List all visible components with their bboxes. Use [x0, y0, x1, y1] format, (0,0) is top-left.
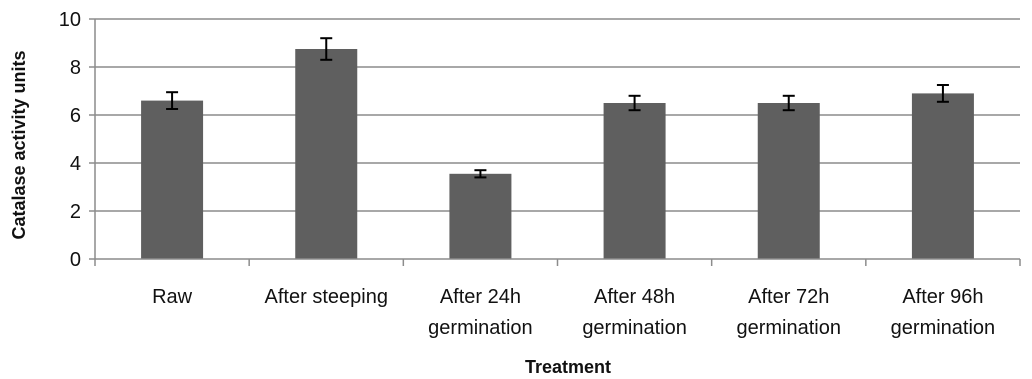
x-category-label: After 72h: [748, 286, 829, 308]
x-category-label: After steeping: [265, 286, 388, 308]
error-bar: [166, 91, 179, 110]
y-tick-labels: 0 2 4 6 8 10: [59, 9, 81, 271]
x-category-label: After 48h: [594, 286, 675, 308]
y-tick-label: 8: [70, 57, 81, 79]
x-axis-title: Treatment: [525, 357, 611, 377]
y-tick-label: 10: [59, 9, 81, 31]
bar: [141, 100, 204, 259]
y-tick-label: 0: [70, 249, 81, 271]
x-category-label: germination: [736, 317, 841, 339]
x-category-labels: Raw After steeping After 24h germination Aft…: [152, 286, 995, 339]
x-category-label: germination: [428, 317, 533, 339]
x-category-label: germination: [582, 317, 687, 339]
y-tick-label: 2: [70, 201, 81, 223]
bars: [141, 49, 974, 260]
error-bar: [936, 84, 949, 103]
x-category-label: germination: [891, 317, 996, 339]
bar: [911, 93, 974, 260]
x-category-label: After 24h: [440, 286, 521, 308]
y-tick-label: 6: [70, 105, 81, 127]
axes: [89, 18, 1021, 266]
x-category-label: After 96h: [902, 286, 983, 308]
error-bar: [628, 94, 641, 112]
bar: [757, 103, 820, 259]
bar: [449, 173, 512, 259]
error-bars: [166, 37, 949, 179]
error-bar: [474, 169, 487, 179]
gridlines: [95, 18, 1020, 212]
bar: [295, 49, 358, 259]
y-axis-title: Catalase activity units: [9, 50, 29, 239]
error-bar: [782, 94, 795, 112]
bar: [603, 103, 666, 259]
error-bar: [320, 37, 333, 61]
x-category-label: Raw: [152, 286, 193, 308]
y-tick-label: 4: [70, 153, 81, 175]
